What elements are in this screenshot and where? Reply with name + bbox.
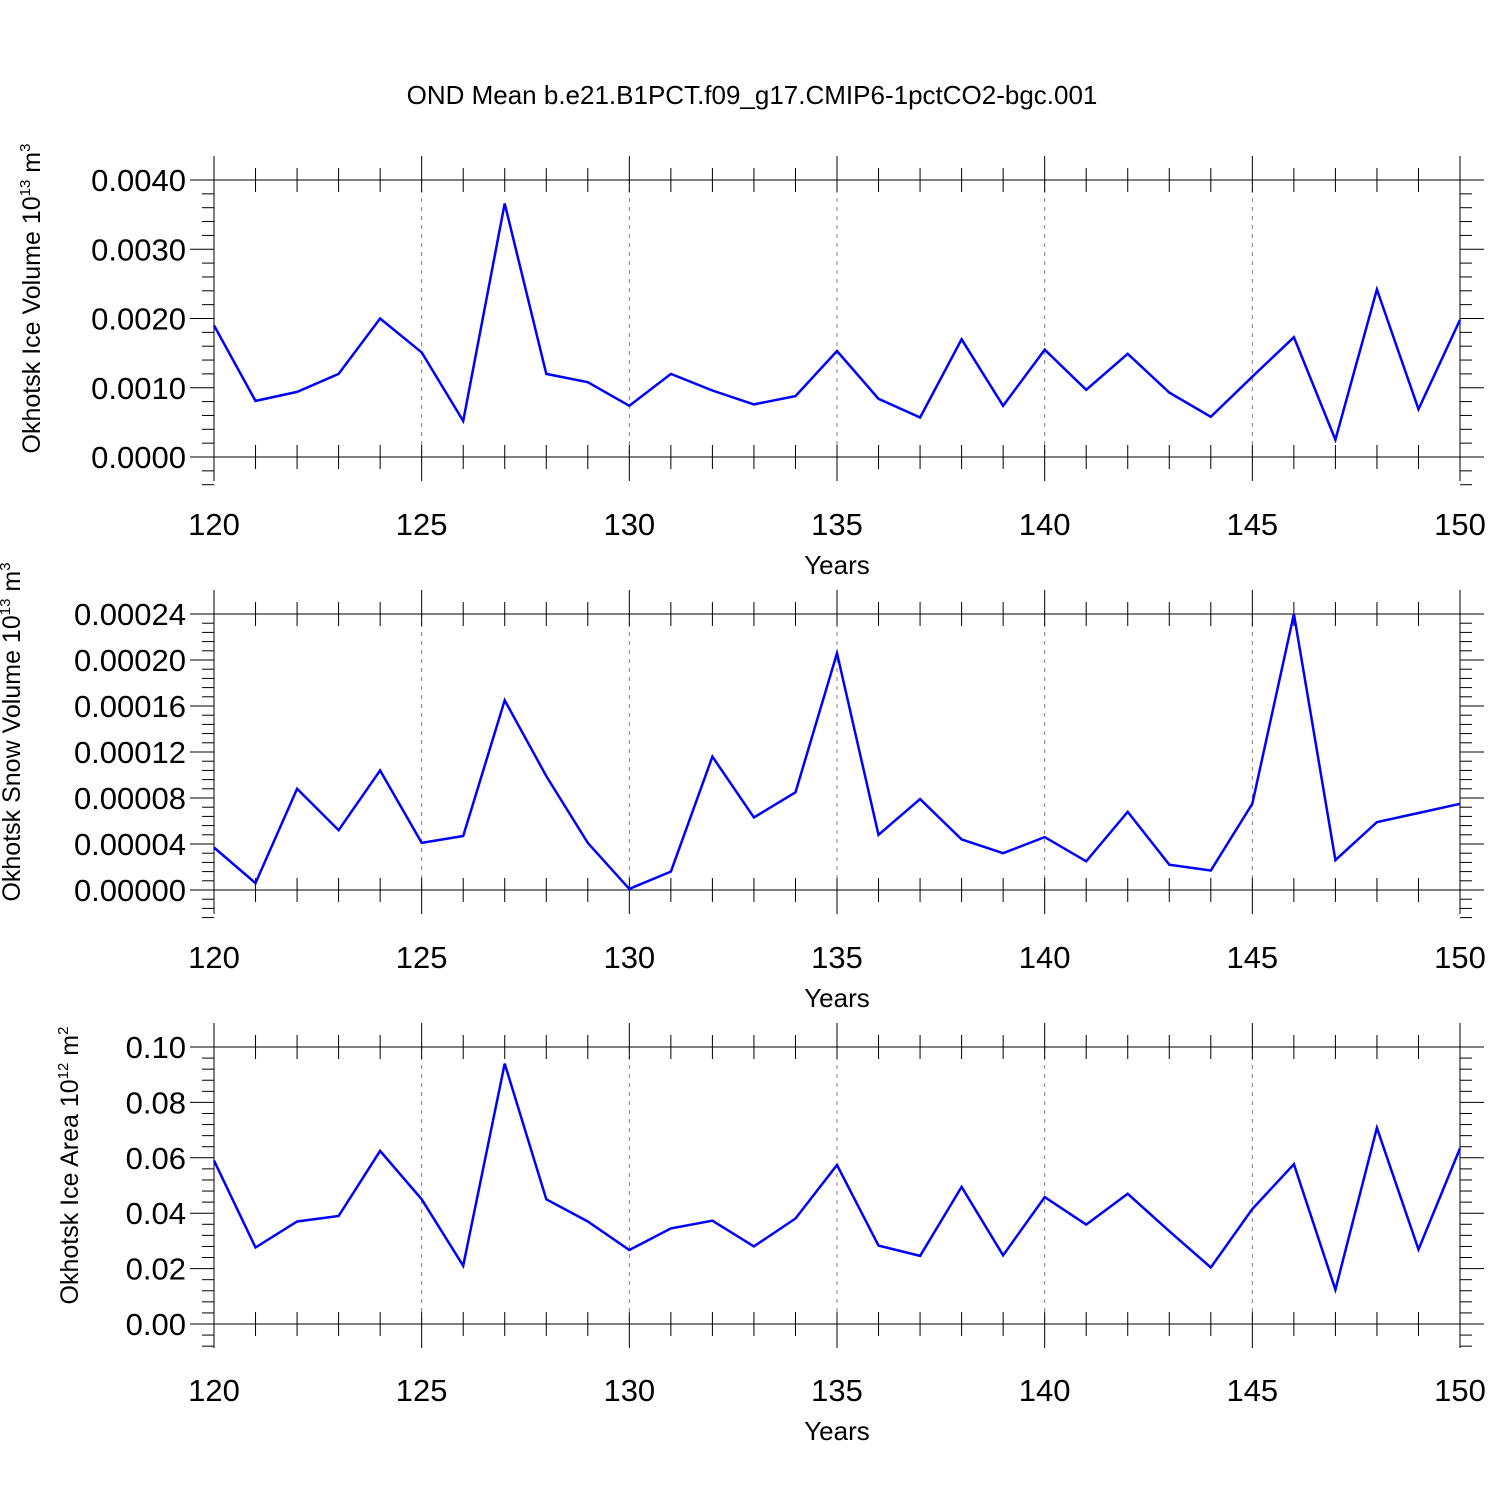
y-tick-label: 0.00016	[74, 689, 186, 724]
x-tick-label: 145	[1226, 507, 1278, 542]
x-tick-label: 150	[1434, 1373, 1486, 1408]
x-tick-label: 145	[1226, 940, 1278, 975]
x-tick-label: 140	[1019, 940, 1071, 975]
x-tick-label: 140	[1019, 507, 1071, 542]
series-line	[212, 203, 1462, 444]
x-tick-label: 145	[1226, 1373, 1278, 1408]
x-tick-label: 125	[396, 940, 448, 975]
panel-1: 0.0000 0.0010 0.0020 0.0030 0.0040 120 125 130 1…	[17, 144, 1486, 580]
y-tick-label: 0.06	[126, 1141, 186, 1176]
x-axis-title: Years	[804, 550, 870, 580]
x-tick-label: 140	[1019, 1373, 1071, 1408]
y-tick-label: 0.00024	[74, 597, 186, 632]
y-tick-label: 0.0000	[91, 440, 186, 475]
y-tick-label: 0.08	[126, 1085, 186, 1120]
y-tick-label: 0.00012	[74, 735, 186, 770]
y-tick-label: 0.00000	[74, 873, 186, 908]
x-axis-title: Years	[804, 1416, 870, 1446]
y-axis-title: Okhotsk Snow Volume 1013 m3	[0, 562, 26, 901]
x-tick-label: 135	[811, 1373, 863, 1408]
x-tick-label: 135	[811, 507, 863, 542]
y-tick-label: 0.00004	[74, 827, 186, 862]
y-tick-label: 0.02	[126, 1252, 186, 1287]
y-axis-title: Okhotsk Ice Area 1012 m2	[55, 1027, 84, 1305]
y-tick-label: 0.0010	[91, 371, 186, 406]
y-tick-label: 0.04	[126, 1196, 186, 1231]
y-tick-label: 0.0020	[91, 302, 186, 337]
x-tick-label: 120	[188, 1373, 240, 1408]
y-axis-title: Okhotsk Ice Volume 1013 m3	[17, 144, 46, 454]
x-tick-label: 120	[188, 940, 240, 975]
x-tick-label: 130	[603, 940, 655, 975]
panels-group: 0.0000 0.0010 0.0020 0.0030 0.0040 120 125 130 1…	[0, 144, 1486, 1446]
panel-3: 0.00 0.02 0.04 0.06 0.08 0.10 120 125 130 135 140 1…	[55, 1023, 1486, 1446]
x-tick-label: 150	[1434, 507, 1486, 542]
x-tick-label: 125	[396, 507, 448, 542]
panel-2: 0.00000 0.00004 0.00008 0.00012 0.00016 0.000…	[0, 562, 1486, 1013]
x-tick-label: 120	[188, 507, 240, 542]
y-tick-label: 0.10	[126, 1030, 186, 1065]
x-tick-label: 150	[1434, 940, 1486, 975]
x-tick-label: 135	[811, 940, 863, 975]
y-tick-label: 0.00	[126, 1307, 186, 1342]
y-tick-label: 0.00008	[74, 781, 186, 816]
y-tick-label: 0.0030	[91, 232, 186, 267]
x-axis-title: Years	[804, 983, 870, 1013]
x-tick-label: 125	[396, 1373, 448, 1408]
y-tick-label: 0.0040	[91, 163, 186, 198]
x-tick-label: 130	[603, 1373, 655, 1408]
y-tick-label: 0.00020	[74, 643, 186, 678]
x-tick-label: 130	[603, 507, 655, 542]
chart-title: OND Mean b.e21.B1PCT.f09_g17.CMIP6-1pctC…	[407, 80, 1098, 110]
